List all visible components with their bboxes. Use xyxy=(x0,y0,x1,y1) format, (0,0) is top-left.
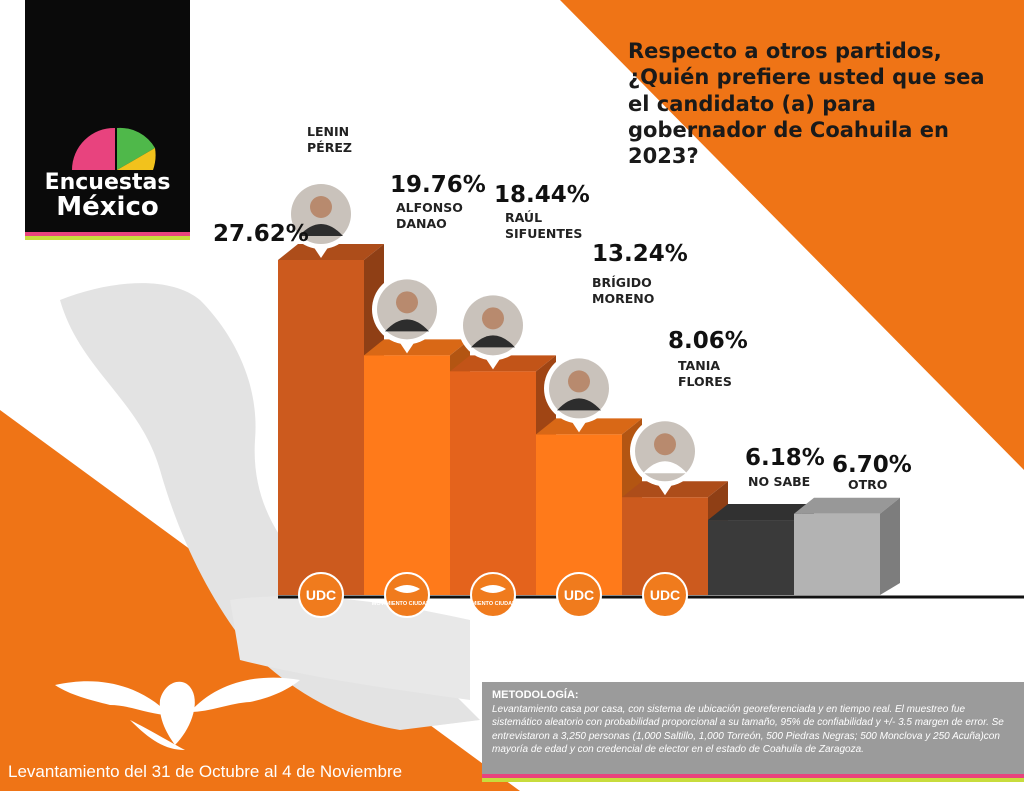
category-label-line: LENIN xyxy=(307,124,350,139)
category-label-7: OTRO xyxy=(848,477,887,493)
category-label-4: BRÍGIDO MORENO xyxy=(592,275,654,306)
category-label-line: DANAO xyxy=(396,215,447,231)
person-head-icon xyxy=(310,196,332,218)
party-badge-circle xyxy=(556,572,602,618)
party-badge-circle xyxy=(470,572,516,618)
value-label-2: 19.76% xyxy=(390,172,486,198)
category-label-2: ALFONSO DANAO xyxy=(396,200,463,231)
bar-front-face xyxy=(536,434,622,595)
bar-top-face xyxy=(364,339,470,356)
category-label-line: PÉREZ xyxy=(307,139,352,155)
person-body-icon xyxy=(471,335,515,348)
bar-front-face xyxy=(794,513,880,595)
methodology-title: METODOLOGÍA: xyxy=(492,689,579,701)
bar-top-face xyxy=(278,244,384,260)
person-head-icon xyxy=(396,291,418,314)
value-label-1: 27.62% xyxy=(213,221,309,247)
category-label-line: RAÚL xyxy=(505,210,543,225)
bar-front-face xyxy=(708,520,794,595)
party-badge-circle xyxy=(384,572,430,618)
party-badge-text: UDC xyxy=(650,587,680,603)
person-body-icon xyxy=(557,398,601,411)
movimiento-ciudadano-eagle-icon xyxy=(55,677,300,750)
methodology-box: METODOLOGÍA: Levantamiento casa por casa… xyxy=(482,682,1024,774)
person-body-icon xyxy=(643,461,687,474)
encuestas-mexico-logo: Encuestas México xyxy=(25,0,190,232)
person-head-icon xyxy=(654,433,676,456)
category-label-line: MORENO xyxy=(592,290,655,306)
methodology-stripe-pink xyxy=(482,774,1024,778)
orange-banner-top xyxy=(560,0,1024,470)
category-label-1: LENIN PÉREZ xyxy=(307,124,352,155)
party-badge-text: UDC xyxy=(564,587,594,603)
party-badge-text: MOVIMIENTO CIUDADANO xyxy=(458,601,529,607)
party-badge-text: UDC xyxy=(306,587,336,603)
brand-stripe-pink xyxy=(25,232,190,236)
methodology-body: Levantamiento casa por casa, con sistema… xyxy=(492,703,1004,756)
person-body-icon xyxy=(299,224,343,236)
candidate-photo-4 xyxy=(544,353,614,433)
category-label-line: OTRO xyxy=(848,477,888,492)
candidate-photo-3 xyxy=(458,290,528,370)
category-label-line: BRÍGIDO xyxy=(592,275,652,290)
pie-logo-icon xyxy=(72,127,156,170)
candidate-photo-2 xyxy=(372,274,442,354)
category-label-line: FLORES xyxy=(678,373,732,389)
party-badge-circle xyxy=(298,572,344,618)
coahuila-map-lower xyxy=(230,596,470,700)
value-label-3: 18.44% xyxy=(494,182,590,208)
bar-top-face xyxy=(536,418,642,435)
survey-question: Respecto a otros partidos, ¿Quién prefie… xyxy=(628,39,985,168)
bar-top-face xyxy=(622,481,728,498)
category-label-3: RAÚL SIFUENTES xyxy=(505,210,582,241)
party-badge-circle xyxy=(642,572,688,618)
bar-4 xyxy=(536,418,642,595)
value-label-6: 6.18% xyxy=(745,445,825,471)
bar-side-face xyxy=(880,497,900,595)
bar-7 xyxy=(794,497,900,595)
bar-front-face xyxy=(450,371,536,595)
party-badge-3: MOVIMIENTO CIUDADANO xyxy=(458,572,529,618)
value-label-7: 6.70% xyxy=(832,452,912,478)
category-label-line: SIFUENTES xyxy=(505,225,583,241)
category-label-line: ALFONSO xyxy=(396,200,463,215)
eagle-mini-icon xyxy=(394,585,420,593)
methodology-stripe-lime xyxy=(482,778,1024,782)
bar-front-face xyxy=(364,355,450,595)
coahuila-map-silhouette xyxy=(60,283,480,730)
category-label-6: NO SABE xyxy=(748,474,810,490)
candidate-photo-1 xyxy=(286,179,356,258)
fieldwork-dates: Levantamiento del 31 de Octubre al 4 de … xyxy=(8,762,403,781)
brand-line-1: Encuestas xyxy=(44,170,171,195)
brand-stripe-lime xyxy=(25,236,190,240)
value-label-5: 8.06% xyxy=(668,328,748,354)
brand-line-2: México xyxy=(56,192,159,222)
party-badge-1: UDC xyxy=(298,572,344,618)
person-head-icon xyxy=(482,307,504,330)
party-badge-text: MOVIMIENTO CIUDADANO xyxy=(372,601,443,607)
value-label-4: 13.24% xyxy=(592,241,688,267)
party-badge-5: UDC xyxy=(642,572,688,618)
person-head-icon xyxy=(568,370,590,393)
party-badge-2: MOVIMIENTO CIUDADANO xyxy=(372,572,443,618)
candidate-photo-5 xyxy=(630,416,700,496)
category-label-5: TANIA FLORES xyxy=(678,358,732,389)
category-label-line: TANIA xyxy=(678,358,721,373)
bar-front-face xyxy=(278,260,364,595)
bar-top-face xyxy=(794,497,900,514)
category-label-line: NO SABE xyxy=(748,474,811,489)
party-badge-4: UDC xyxy=(556,572,602,618)
bar-top-face xyxy=(708,504,814,521)
eagle-mini-icon xyxy=(480,585,506,593)
person-body-icon xyxy=(385,319,429,332)
bar-top-face xyxy=(450,355,556,372)
